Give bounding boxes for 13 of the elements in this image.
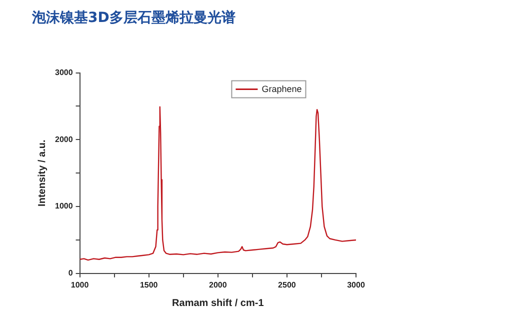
x-tick-label: 2500 [278, 280, 296, 290]
x-tick-label: 3000 [347, 280, 366, 290]
legend-label: Graphene [262, 84, 302, 94]
y-tick-label: 2000 [55, 134, 74, 144]
y-tick-label: 1000 [55, 202, 74, 211]
x-axis-title: Ramam shift / cm-1 [172, 298, 264, 309]
y-axis-title: Intensity / a.u. [36, 140, 48, 206]
chart-title: 泡沫镍基3D多层石墨烯拉曼光谱 [31, 9, 236, 26]
y-tick-label: 3000 [55, 68, 74, 78]
y-tick-label: 0 [68, 268, 74, 278]
x-tick-label: 1500 [140, 280, 158, 290]
x-tick-label: 1000 [70, 280, 90, 290]
x-tick-label: 2000 [209, 280, 228, 290]
